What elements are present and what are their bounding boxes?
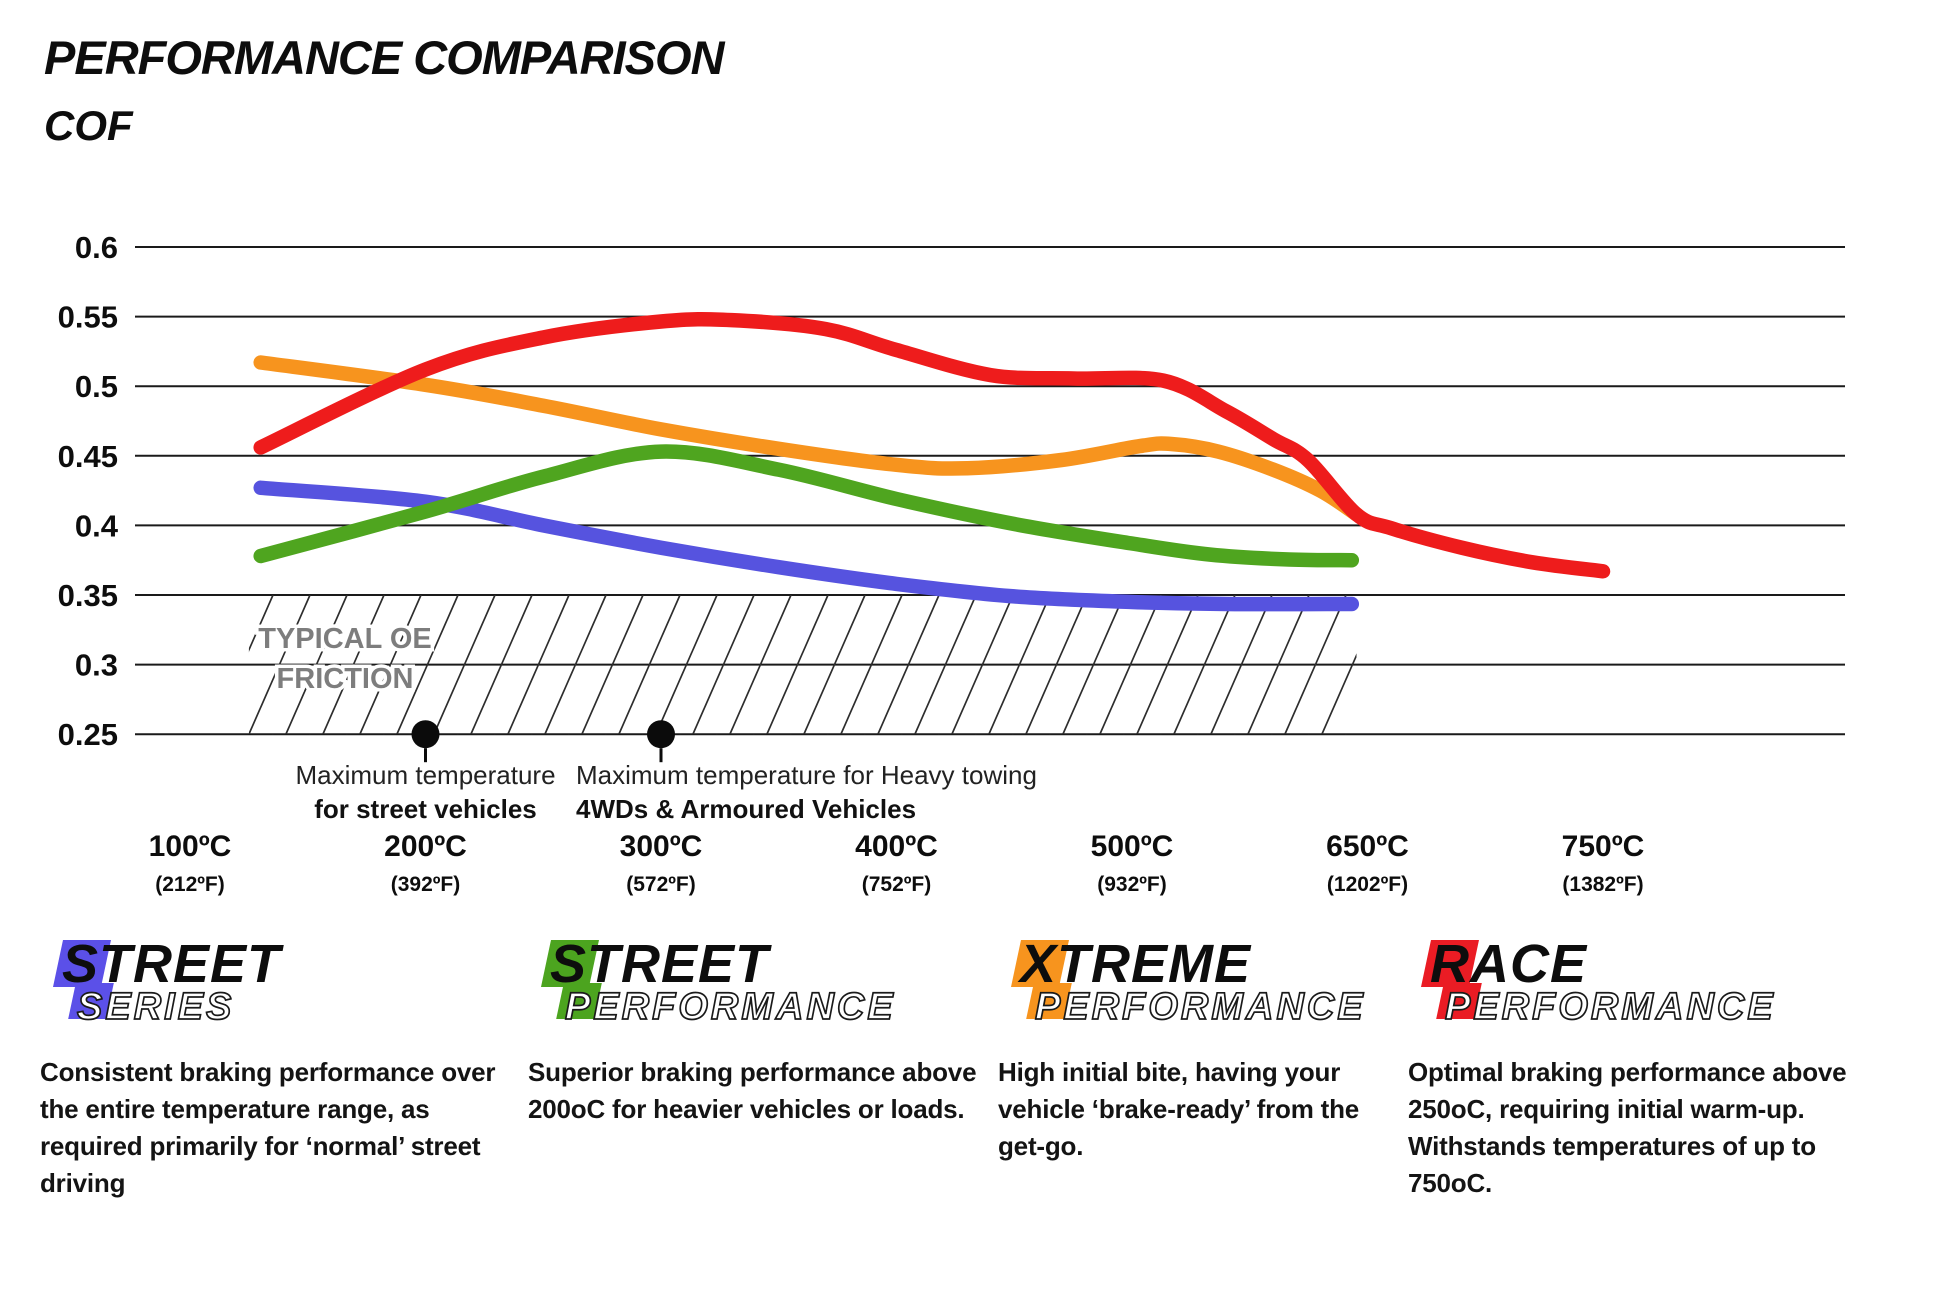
y-tick-label-0.35: 0.35 (58, 578, 118, 613)
x-tick-sublabel-750: (1382ºF) (1562, 873, 1643, 896)
legend-column-xtreme-performance: XTREME PERFORMANCE High initial bite, ha… (998, 934, 1364, 1165)
brand-description: Optimal braking performance above 250oC,… (1408, 1057, 1847, 1198)
brand-description: Consistent braking performance over the … (40, 1057, 496, 1198)
x-tick-sublabel-650: (1202ºF) (1327, 873, 1408, 896)
x-tick-sublabel-400: (752ºF) (862, 873, 932, 896)
series-line-race-performance (253, 311, 1611, 579)
x-tick-sublabel-300: (572ºF) (626, 873, 696, 896)
x-tick-label-650: 650ºC (1326, 830, 1409, 863)
max-temp-dot-200 (411, 720, 440, 749)
y-tick-label-0.3: 0.3 (75, 648, 118, 683)
marker-annotation-line2-200: for street vehicles (314, 794, 537, 824)
x-tick-label-200: 200ºC (384, 830, 467, 863)
typical-oe-friction-band (248, 595, 1357, 735)
brand-word-bottom: PERFORMANCE (564, 986, 896, 1028)
brand-word-bottom: PERFORMANCE (1034, 986, 1366, 1028)
x-tick-label-500: 500ºC (1091, 830, 1174, 863)
x-tick-label-400: 400ºC (855, 830, 938, 863)
legend-column-street-series: STREET SERIES Consistent braking perform… (40, 934, 508, 1202)
y-tick-label-0.4: 0.4 (75, 508, 119, 543)
y-tick-label-0.25: 0.25 (58, 717, 118, 752)
marker-annotation-line1-300: Maximum temperature for Heavy towing (576, 760, 1037, 790)
cof-line-chart: 0.6 0.55 0.5 0.45 0.4 0.35 0.3 0.25 TYPICAL OE FR… (58, 230, 1845, 896)
brand-logo-xtreme-performance: XTREME PERFORMANCE (998, 934, 1364, 1034)
brand-word-bottom: SERIES (76, 986, 235, 1028)
brand-word-top: STREET (62, 934, 282, 994)
y-tick-label-0.45: 0.45 (58, 439, 118, 474)
page-title: PERFORMANCE COMPARISON (44, 31, 725, 84)
marker-annotation-line1-200: Maximum temperature (295, 760, 555, 790)
series-line-street-performance (253, 444, 1360, 568)
series-line-xtreme-performance (253, 355, 1364, 522)
brand-logo-street-performance: STREET PERFORMANCE (528, 934, 990, 1034)
legend-column-street-performance: STREET PERFORMANCE Superior braking perf… (528, 934, 990, 1128)
x-tick-sublabel-200: (392ºF) (391, 873, 461, 896)
marker-annotation-line2-300: 4WDs & Armoured Vehicles (576, 794, 916, 824)
x-tick-sublabel-500: (932ºF) (1097, 873, 1167, 896)
y-tick-label-0.6: 0.6 (75, 230, 118, 265)
x-tick-label-300: 300ºC (620, 830, 703, 863)
brand-word-bottom: PERFORMANCE (1444, 986, 1776, 1028)
y-tick-label-0.55: 0.55 (58, 300, 118, 335)
oe-band-label-line1: TYPICAL OE (258, 623, 432, 655)
brand-word-top: XTREME (1020, 934, 1252, 994)
x-tick-label-750: 750ºC (1562, 830, 1645, 863)
max-temp-dot-300 (647, 720, 675, 749)
brand-word-top: RACE (1430, 934, 1588, 994)
x-tick-label-100: 100ºC (149, 830, 232, 863)
brand-logo-race-performance: RACE PERFORMANCE (1408, 934, 1890, 1034)
brand-word-top: STREET (550, 934, 770, 994)
legend-column-race-performance: RACE PERFORMANCE Optimal braking perform… (1408, 934, 1890, 1202)
brand-logo-street-series: STREET SERIES (40, 934, 508, 1034)
y-axis-title: COF (44, 102, 133, 149)
series-line-street-series (253, 480, 1360, 612)
brand-description: Superior braking performance above 200oC… (528, 1057, 977, 1124)
x-tick-sublabel-100: (212ºF) (155, 873, 225, 896)
y-tick-label-0.5: 0.5 (75, 369, 118, 404)
oe-band-label-line2: FRICTION (277, 663, 414, 695)
brand-description: High initial bite, having your vehicle ‘… (998, 1057, 1360, 1161)
